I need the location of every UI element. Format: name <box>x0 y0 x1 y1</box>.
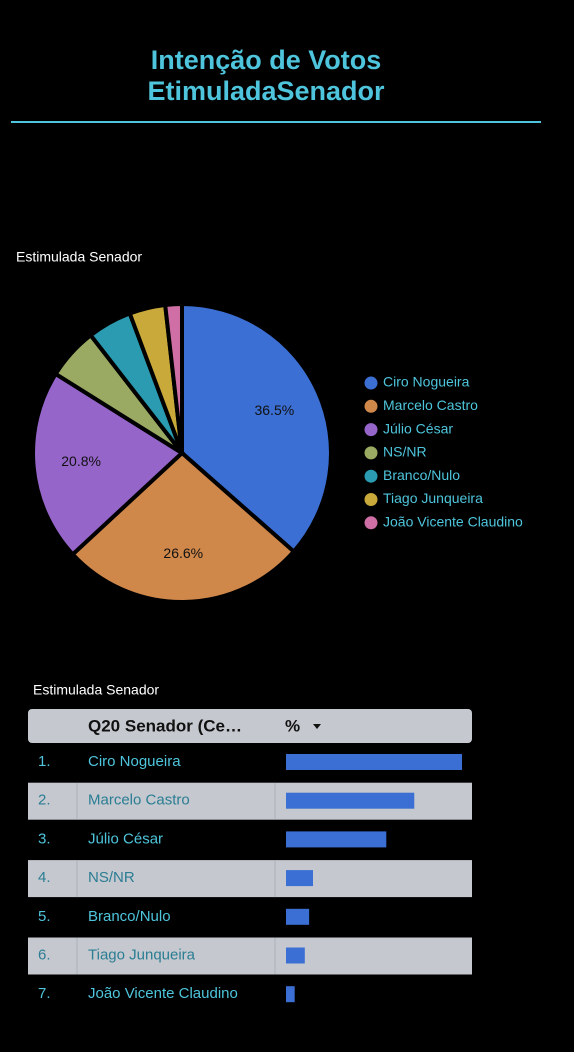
column-header: % <box>285 716 300 735</box>
column-header: Q20 Senador (Ce… <box>88 716 242 735</box>
page-title: EtimuladaSenador <box>147 76 385 106</box>
row-index: 7. <box>38 985 51 1002</box>
table-bar <box>286 908 310 925</box>
table-bar <box>286 754 462 770</box>
row-background <box>28 860 472 898</box>
row-index: 6. <box>38 946 51 963</box>
legend-swatch <box>364 493 378 506</box>
table-bar <box>286 947 305 964</box>
slice-label: 20.8% <box>61 453 101 469</box>
row-index: 1. <box>38 753 51 770</box>
pie: 36.5% 26.6% 20.8% <box>31 301 333 604</box>
legend: Ciro Nogueira Marcelo Castro Júlio César NS… <box>364 374 523 530</box>
row-name: Tiago Junqueira <box>88 946 196 963</box>
legend-label: NS/NR <box>383 444 427 460</box>
table-bar <box>286 831 387 848</box>
slice-label: 36.5% <box>254 402 294 418</box>
legend-swatch <box>364 446 378 460</box>
legend-label: João Vicente Claudino <box>383 514 523 530</box>
row-name: João Vicente Claudino <box>88 985 238 1002</box>
row-name: Júlio César <box>88 830 163 847</box>
legend-swatch <box>364 423 378 437</box>
legend-label: Tiago Junqueira <box>383 490 483 506</box>
legend-swatch <box>364 399 378 413</box>
table-header <box>28 709 472 743</box>
pie-slice <box>69 450 297 604</box>
table-bar <box>286 986 295 1003</box>
row-index: 3. <box>38 830 51 847</box>
table-title: Estimulada Senador <box>33 682 159 698</box>
legend-label: Marcelo Castro <box>383 397 478 413</box>
pie-slice <box>162 301 184 454</box>
row-name: Ciro Nogueira <box>88 753 181 770</box>
row-name: Branco/Nulo <box>88 908 171 925</box>
row-name: Marcelo Castro <box>88 792 190 809</box>
row-index: 2. <box>38 792 51 809</box>
row-index: 5. <box>38 908 51 925</box>
pie-slice <box>31 371 186 558</box>
row-background <box>28 937 472 975</box>
legend-label: Ciro Nogueira <box>383 374 470 390</box>
table-bar <box>286 792 415 809</box>
table-bar <box>286 870 314 887</box>
pie-slice <box>180 301 333 555</box>
page-title: Intenção de Votos <box>151 45 382 75</box>
legend-label: Branco/Nulo <box>383 467 460 483</box>
table-body: 1. Ciro Nogueira 2. Marcelo Castro 3. Júlio C… <box>28 753 472 1003</box>
chart-title: Estimulada Senador <box>16 249 142 265</box>
legend-swatch <box>364 469 378 483</box>
legend-label: Júlio César <box>383 420 453 436</box>
row-index: 4. <box>38 869 51 886</box>
legend-swatch <box>364 376 378 390</box>
sort-icon[interactable] <box>313 724 321 729</box>
slice-label: 26.6% <box>163 545 203 561</box>
row-name: NS/NR <box>88 869 135 886</box>
legend-swatch <box>364 516 378 530</box>
